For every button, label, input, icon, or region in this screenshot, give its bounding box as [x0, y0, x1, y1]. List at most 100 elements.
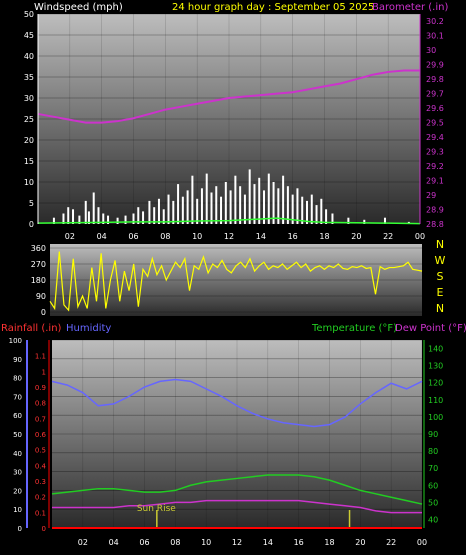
wind-gust-bar: [258, 177, 261, 224]
compass-label: E: [437, 286, 444, 299]
barometer-tick-label: 29.7: [426, 90, 444, 99]
top-x-tick-label: 06: [128, 232, 138, 241]
top-x-tick-label: 12: [224, 232, 234, 241]
compass-label: S: [437, 270, 444, 283]
rainfall-tick-label: 0.9: [35, 384, 46, 392]
humidity-tick-label: 0: [18, 525, 22, 533]
wind-gust-bar: [132, 213, 135, 224]
wind-gust-bar: [239, 186, 242, 224]
humidity-tick-label: 100: [9, 337, 22, 345]
wind-gust-bar: [253, 184, 256, 224]
barometer-tick-label: 29.3: [426, 148, 444, 157]
temperature-tick-label: 70: [428, 464, 438, 473]
wind-gust-bar: [167, 194, 170, 224]
top-x-tick-label: 16: [288, 232, 298, 241]
wind-gust-bar: [282, 175, 285, 224]
humidity-tick-label: 10: [13, 506, 22, 514]
wind-gust-bar: [172, 200, 175, 224]
humidity-line: [51, 378, 423, 428]
barometer-tick-label: 29.6: [426, 104, 444, 113]
top-x-tick-label: 10: [192, 232, 202, 241]
temperature-axis-label: Temperature (°F): [311, 323, 397, 334]
rainfall-tick-label: 0.1: [35, 509, 46, 517]
wind-gust-bar: [191, 175, 194, 224]
wind-gust-bar: [142, 211, 145, 224]
rainfall-tick-label: 1.1: [35, 353, 46, 361]
temperature-tick-label: 110: [428, 396, 443, 405]
top-x-tick-label: 02: [65, 232, 75, 241]
temperature-tick-label: 130: [428, 362, 443, 371]
barometer-tick-label: 29.4: [426, 133, 444, 142]
barometer-line: [37, 69, 420, 124]
temperature-line: [51, 474, 423, 505]
compass-label: W: [435, 254, 446, 267]
bottom-x-tick-label: 12: [232, 538, 242, 547]
humidity-tick-label: 20: [13, 487, 22, 495]
compass-label: N: [436, 302, 444, 315]
barometer-tick-label: 29.8: [426, 75, 444, 84]
wind-gust-bar: [224, 182, 227, 224]
bottom-x-tick-label: 14: [263, 538, 273, 547]
bottom-x-tick-label: 04: [109, 538, 119, 547]
wind-gust-bar: [220, 196, 223, 224]
wind-gust-bar: [243, 194, 246, 224]
wind-gust-bar: [196, 198, 199, 224]
top-x-tick-label: 22: [383, 232, 393, 241]
humidity-tick-label: 90: [13, 356, 22, 364]
wind-gust-bar: [148, 200, 151, 224]
barometer-tick-label: 30.1: [426, 32, 444, 41]
wind-gust-bar: [320, 198, 323, 224]
wind-gust-bar: [157, 198, 160, 224]
wind-tick-label: 25: [24, 115, 34, 124]
temperature-tick-label: 50: [428, 498, 438, 507]
wind-gust-bar: [52, 217, 55, 224]
wind-gust-bar: [325, 209, 328, 224]
wind-gust-bar: [186, 190, 189, 224]
top-x-tick-label: 18: [319, 232, 329, 241]
wind-tick-label: 30: [24, 94, 34, 103]
temperature-tick-label: 100: [428, 413, 443, 422]
bottom-x-tick-label: 16: [294, 538, 304, 547]
wind-gust-bar: [116, 217, 119, 224]
graph-title: 24 hour graph day : September 05 2025: [172, 2, 374, 13]
barometer-tick-label: 29.2: [426, 162, 444, 171]
direction-tick-label: 180: [31, 276, 46, 285]
wind-tick-label: 40: [24, 52, 34, 61]
dewpoint-line: [52, 499, 422, 514]
direction-tick-label: 360: [31, 244, 46, 253]
humidity-tick-label: 40: [13, 450, 22, 458]
wind-gust-bar: [62, 213, 65, 224]
wind-gust-bar: [162, 209, 165, 224]
temperature-tick-label: 80: [428, 447, 438, 456]
wind-gust-bar: [92, 192, 95, 224]
wind-gust-bar: [78, 215, 81, 224]
wind-tick-label: 50: [24, 10, 34, 19]
top-x-tick-label: 14: [256, 232, 266, 241]
rainfall-tick-label: 0.7: [35, 415, 46, 423]
temperature-tick-label: 40: [428, 515, 438, 524]
humidity-tick-label: 50: [13, 431, 22, 439]
rainfall-tick-label: 0.2: [35, 494, 46, 502]
wind-gust-bar: [210, 192, 213, 224]
barometer-tick-label: 29: [426, 191, 436, 200]
wind-gust-bar: [102, 213, 105, 224]
wind-gust-bar: [177, 184, 180, 224]
wind-gust-bar: [383, 217, 386, 224]
top-x-tick-label: 08: [160, 232, 170, 241]
temperature-tick-label: 90: [428, 430, 438, 439]
wind-gust-bar: [277, 188, 280, 224]
humidity-tick-label: 70: [13, 393, 22, 401]
barometer-tick-label: 30.2: [426, 17, 444, 26]
wind-gust-bar: [200, 188, 203, 224]
wind-gust-bar: [363, 219, 366, 224]
wind-tick-label: 20: [24, 136, 34, 145]
lower-panel-background: [52, 340, 422, 528]
barometer-tick-label: 29.5: [426, 119, 444, 128]
humidity-tick-label: 30: [13, 469, 22, 477]
wind-barometer-panel: 0 5 10 15 20 25 30 35 40 45 50 28.8 28.9 29 29.1 29.2 29…: [24, 10, 444, 241]
wind-gust-bar: [347, 217, 350, 224]
temperature-tick-label: 60: [428, 481, 438, 490]
wind-gust-bar: [72, 209, 75, 224]
humidity-tick-label: 60: [13, 412, 22, 420]
wind-gust-bar: [153, 207, 156, 224]
